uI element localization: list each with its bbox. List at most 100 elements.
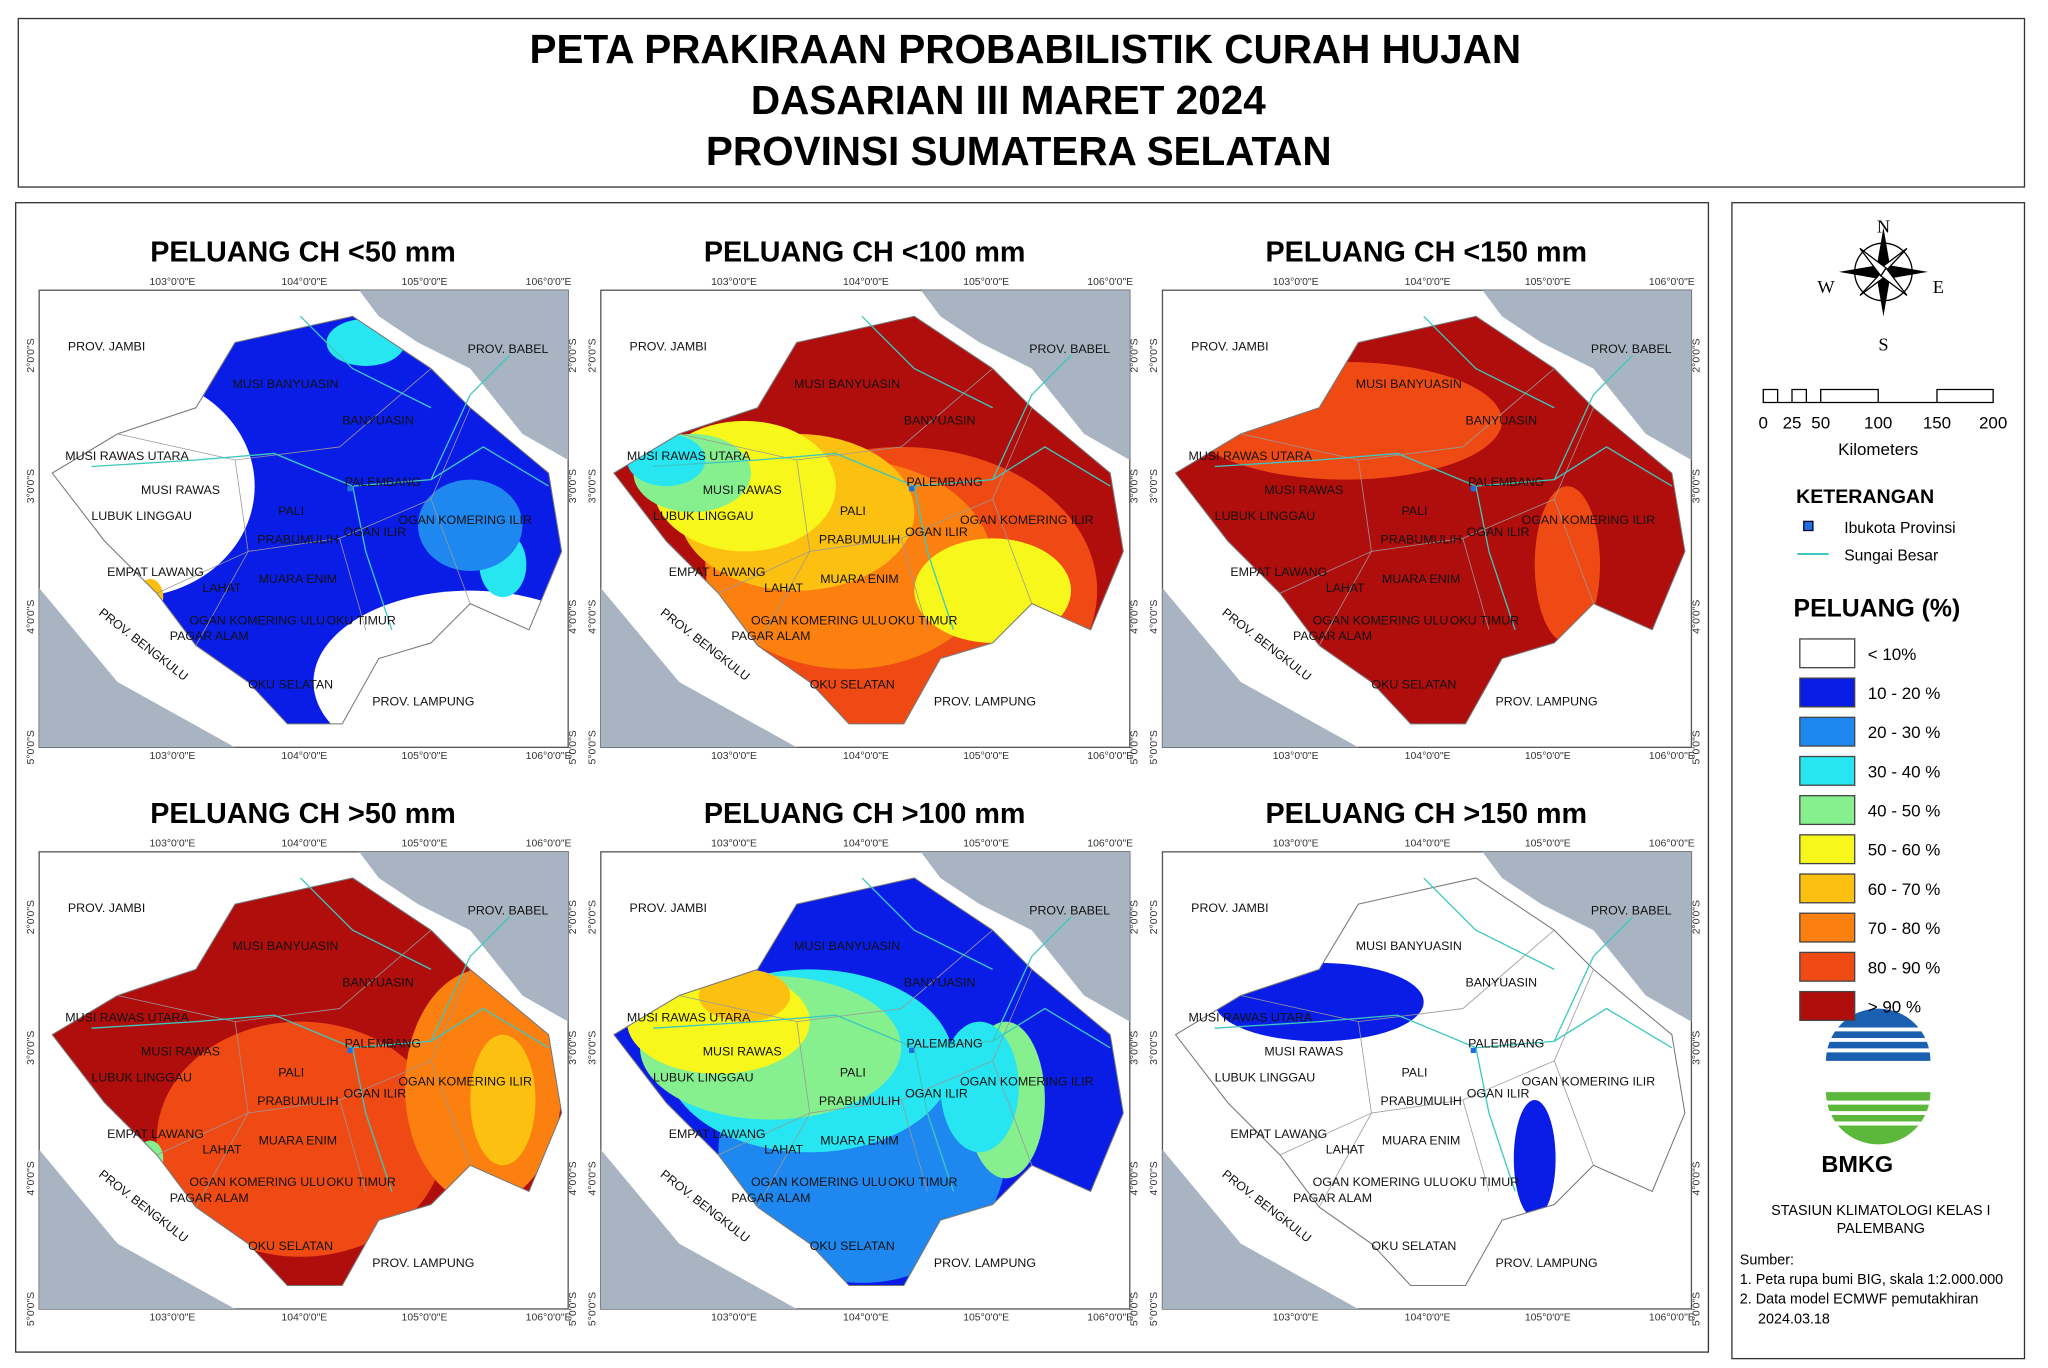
district-lines [679,368,1033,646]
legend: N E S W Kilometers KETERANGAN Ibukota Pr… [1740,217,2008,1328]
legend-swatch [1799,990,1856,1021]
lat-label: 2°0'0"S [1149,900,1160,934]
region-label: PRABUMULIH [1381,1094,1462,1108]
capital-symbol [1803,520,1814,532]
region-label: BANYUASIN [342,414,414,428]
region-label: PALEMBANG [345,1037,421,1051]
region-label: PRABUMULIH [819,533,900,547]
compass-s: S [1878,334,1888,354]
lon-label: 106°0'0"E [1649,1313,1695,1324]
lon-label: 106°0'0"E [1087,277,1133,288]
region-label: LAHAT [764,1143,803,1157]
lat-label: 2°0'0"S [1691,338,1702,372]
scale-tick-label: 100 [1864,414,1892,433]
region-label: PALI [840,1065,866,1079]
lon-label: 104°0'0"E [843,1313,889,1324]
region-label: EMPAT LAWANG [107,565,204,579]
sea [359,851,569,1022]
region-label: PROV. LAMPUNG [934,1256,1036,1270]
lon-label: 106°0'0"E [1649,839,1695,850]
legend-swatch [1799,912,1856,943]
region-label: PROV. LAMPUNG [1496,1256,1598,1270]
region-label: PROV. LAMPUNG [1496,695,1598,709]
region-label: OGAN ILIR [344,525,407,539]
district-lines [679,929,1033,1208]
region-label: PROV. JAMBI [68,901,145,915]
region-label: PROV. JAMBI [630,339,707,353]
lat-label: 5°0'0"S [588,730,599,764]
lon-label: 105°0'0"E [963,1313,1009,1324]
region-label: OGAN KOMERING ILIR [398,513,532,527]
lon-label: 103°0'0"E [1273,839,1319,850]
lon-label: 105°0'0"E [402,277,448,288]
station: STASIUN KLIMATOLOGI KELAS I [1771,1203,1990,1219]
region-label: MUSI BANYUASIN [232,939,338,953]
region-label: PROV. BABEL [1029,342,1110,356]
region-label: OGAN ILIR [905,525,968,539]
legend-label: 70 - 80 % [1868,919,1941,938]
region-label: PROV. BABEL [468,904,549,918]
region-label: LUBUK LINGGAU [653,1071,754,1085]
region-label: PAGAR ALAM [1293,629,1372,643]
region-label: OKU SELATAN [810,678,895,692]
district-lines [117,929,471,1208]
region-label: MUSI BANYUASIN [1356,939,1462,953]
lon-label: 105°0'0"E [402,839,448,850]
lat-label: 4°0'0"S [568,1161,579,1195]
lat-label: 2°0'0"S [568,900,579,934]
probability-zone [698,969,791,1022]
capital-marker [909,486,915,492]
region-label: OKU SELATAN [810,1239,895,1253]
province-outline [1174,877,1686,1286]
region-label: MUSI BANYUASIN [1356,377,1462,391]
region-label: PALEMBANG [906,1037,982,1051]
legend-swatch [1799,716,1856,747]
map-panel: PELUANG CH <100 mm PROV. JAMBI PROV. BABEL… [588,236,1141,764]
lat-label: 4°0'0"S [568,600,579,634]
region-label: PALEMBANG [1468,1037,1544,1051]
scale-unit: Kilometers [1838,440,1918,459]
region-label: OGAN KOMERING ILIR [960,1075,1094,1089]
lon-label: 106°0'0"E [526,839,572,850]
region-label: OKU TIMUR [1450,614,1519,628]
region-label: OKU TIMUR [888,1175,957,1189]
region-label: MUSI RAWAS [141,1045,220,1059]
panel-title: PELUANG CH >150 mm [1265,798,1587,830]
lat-label: 4°0'0"S [26,1161,37,1195]
lat-label: 4°0'0"S [26,600,37,634]
lon-label: 104°0'0"E [1405,839,1451,850]
capital-marker [347,486,353,492]
lon-label: 105°0'0"E [1525,277,1571,288]
sea [359,290,569,460]
lat-label: 5°0'0"S [568,1292,579,1326]
region-label: OGAN KOMERING ILIR [960,513,1094,527]
lat-label: 4°0'0"S [1691,1161,1702,1195]
legend-item: Sungai Besar [1844,548,1938,565]
lon-label: 105°0'0"E [1525,839,1571,850]
region-label: MUSI RAWAS UTARA [65,1011,189,1025]
region-label: OGAN ILIR [344,1086,407,1100]
lon-label: 106°0'0"E [1087,751,1133,762]
district-lines [1240,368,1594,646]
lat-label: 5°0'0"S [1691,1292,1702,1326]
region-label: PAGAR ALAM [170,629,249,643]
province-outline [51,315,563,725]
region-label: MUSI RAWAS UTARA [627,1011,751,1025]
region-label: OGAN ILIR [1467,1086,1530,1100]
lat-label: 4°0'0"S [1130,1161,1141,1195]
region-label: MUSI RAWAS [703,483,782,497]
region-label: PAGAR ALAM [731,1191,810,1205]
legend-label: 50 - 60 % [1868,841,1941,860]
lon-label: 103°0'0"E [149,1313,195,1324]
region-label: EMPAT LAWANG [107,1127,204,1141]
region-label: MUARA ENIM [259,1133,337,1147]
lat-label: 2°0'0"S [1130,338,1141,372]
region-label: OKU SELATAN [1371,678,1456,692]
lat-label: 5°0'0"S [1149,1292,1160,1326]
lat-label: 3°0'0"S [568,469,579,503]
region-label: PROV. JAMBI [1191,901,1268,915]
region-label: OGAN KOMERING ILIR [398,1075,532,1089]
region-label: OKU SELATAN [248,1239,333,1253]
lat-label: 5°0'0"S [588,1292,599,1326]
